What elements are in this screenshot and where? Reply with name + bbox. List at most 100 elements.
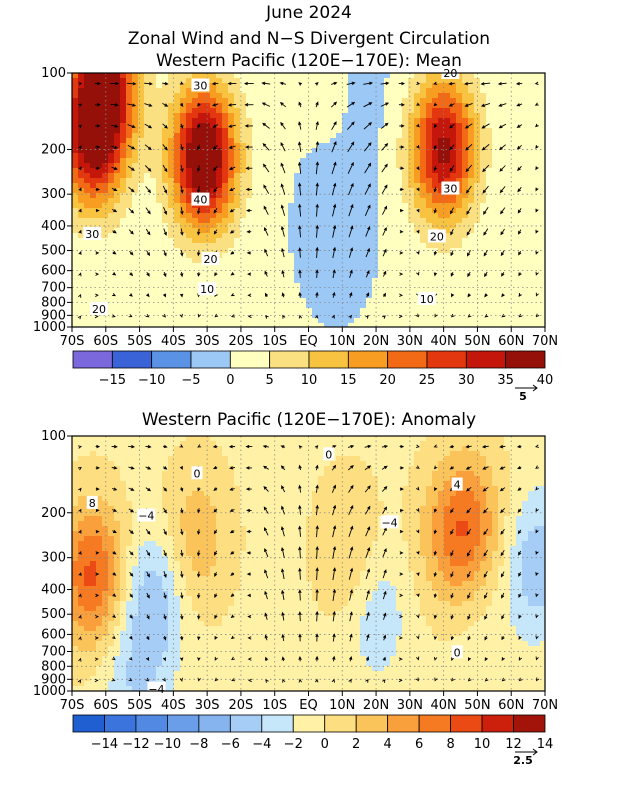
x-tick-label-1-10: 30N (397, 698, 423, 713)
x-tick-label-1-8: 10N (329, 698, 355, 713)
x-tick-label-1-4: 30S (195, 698, 220, 713)
x-tick-label-0-8: 10N (329, 334, 355, 349)
x-tick-label-0-10: 30N (397, 334, 423, 349)
colorbar-label-0-6: 15 (340, 373, 357, 388)
contour-label-1-4: −4 (381, 516, 397, 529)
colorbar-label-1-11: 8 (446, 737, 454, 752)
y-tick-label-1-3: 400 (41, 583, 66, 598)
panel-title-anomaly: Western Pacific (120E−170E): Anomaly (141, 410, 477, 430)
panel-title-mean: Western Pacific (120E−170E): Mean (156, 51, 462, 71)
x-tick-label-0-12: 50N (464, 334, 490, 349)
y-tick-label-0-2: 300 (41, 187, 66, 202)
colorbar-label-0-4: 5 (266, 373, 274, 388)
y-tick-label-1-0: 100 (41, 429, 66, 444)
x-tick-label-0-13: 60N (498, 334, 524, 349)
y-tick-label-0-5: 600 (41, 264, 66, 279)
x-tick-label-1-9: 20N (363, 698, 389, 713)
colorbar-label-1-7: 0 (321, 737, 329, 752)
colorbar-label-1-13: 12 (505, 737, 522, 752)
contour-label-bg-0-7 (441, 181, 460, 195)
x-tick-label-0-7: EQ (299, 334, 317, 349)
y-tick-label-0-4: 500 (41, 244, 66, 259)
contour-label-0-1: 40 (193, 194, 207, 207)
colorbar-label-0-7: 20 (379, 373, 396, 388)
colorbar-box-0-5 (269, 350, 310, 369)
colorbar-box-1-6 (261, 714, 294, 733)
colorbar-label-1-5: −4 (252, 737, 271, 752)
colorbar-box-0-10 (465, 350, 507, 369)
figure-title: June 2024 (266, 3, 352, 23)
x-tick-label-1-0: 70S (60, 698, 85, 713)
y-tick-label-1-8: 900 (41, 672, 66, 687)
colorbar-label-1-4: −6 (221, 737, 240, 752)
vector-reference-label-0: 5 (519, 390, 527, 403)
colorbar-label-1-9: 4 (384, 737, 392, 752)
colorbar-label-0-1: −10 (138, 373, 165, 388)
colorbar-box-0-0 (72, 350, 113, 369)
y-tick-label-0-7: 800 (41, 295, 66, 310)
x-tick-label-0-9: 20N (363, 334, 389, 349)
colorbar-box-1-0 (72, 714, 105, 733)
colorbar-label-1-10: 6 (415, 737, 423, 752)
contour-label-bg-1-6 (451, 645, 463, 659)
x-tick-label-0-5: 20S (229, 334, 254, 349)
colorbar-box-0-3 (190, 350, 231, 369)
y-tick-label-1-9: 1000 (33, 684, 66, 699)
contour-label-bg-1-0 (86, 495, 98, 509)
x-tick-label-0-11: 40N (431, 334, 457, 349)
y-tick-label-0-9: 1000 (33, 320, 66, 335)
colorbar-label-0-5: 10 (301, 373, 318, 388)
contour-label-1-5: 4 (454, 479, 461, 492)
x-tick-label-0-1: 60S (93, 334, 118, 349)
contour-label-bg-1-5 (451, 477, 463, 491)
contour-label-0-2: 20 (204, 253, 218, 266)
vector-reference-arrow-1 (515, 748, 538, 756)
colorbar-label-1-12: 10 (474, 737, 491, 752)
colorbar-box-1-13 (481, 714, 514, 733)
y-tick-label-0-3: 400 (41, 219, 66, 234)
colorbar-label-1-8: 2 (352, 737, 360, 752)
colorbar-label-1-1: −12 (122, 737, 149, 752)
x-tick-label-1-2: 50S (127, 698, 152, 713)
x-tick-label-0-4: 30S (195, 334, 220, 349)
contour-label-bg-1-2 (191, 466, 203, 480)
vector-reference-label-1: 2.5 (513, 754, 533, 767)
x-tick-label-1-14: 70N (532, 698, 558, 713)
field-fill-1 (72, 436, 545, 691)
colorbar-label-0-9: 30 (458, 373, 475, 388)
x-tick-label-0-14: 70N (532, 334, 558, 349)
colorbar-box-1-1 (104, 714, 137, 733)
colorbar-box-1-5 (229, 714, 263, 733)
x-tick-label-1-1: 60S (93, 698, 118, 713)
colorbar-label-1-3: −8 (189, 737, 208, 752)
colorbar-box-0-11 (505, 350, 546, 369)
colorbar-box-1-14 (513, 714, 546, 733)
colorbar-label-0-8: 25 (419, 373, 436, 388)
colorbar-box-0-4 (229, 350, 271, 369)
colorbar-box-1-7 (292, 714, 326, 733)
contour-label-bg-1-3 (323, 447, 335, 461)
contour-label-1-1: −4 (138, 509, 154, 522)
colorbar-label-1-14: 14 (537, 737, 554, 752)
contour-label-bg-0-1 (191, 192, 210, 206)
colorbar-box-1-4 (198, 714, 231, 733)
contour-label-bg-1-4 (380, 515, 399, 529)
contour-label-bg-0-0 (191, 78, 210, 92)
colorbar-box-0-7 (347, 350, 389, 369)
x-tick-label-1-6: 10S (262, 698, 287, 713)
colorbar-box-0-8 (387, 350, 428, 369)
contour-label-1-0: 8 (89, 497, 96, 510)
y-tick-label-0-0: 100 (41, 66, 66, 81)
figure-subtitle: Zonal Wind and N−S Divergent Circulation (127, 29, 491, 49)
colorbar-box-0-2 (151, 350, 192, 369)
colorbar-box-0-1 (111, 350, 153, 369)
x-tick-label-1-12: 50N (464, 698, 490, 713)
contour-label-bg-0-5 (90, 302, 109, 316)
y-tick-label-1-5: 600 (41, 627, 66, 642)
colorbar-box-1-10 (387, 714, 420, 733)
y-tick-label-1-2: 300 (41, 551, 66, 566)
vector-reference-arrow-0 (515, 384, 538, 392)
contour-label-bg-0-3 (198, 282, 217, 296)
field-fill-0 (72, 73, 545, 327)
